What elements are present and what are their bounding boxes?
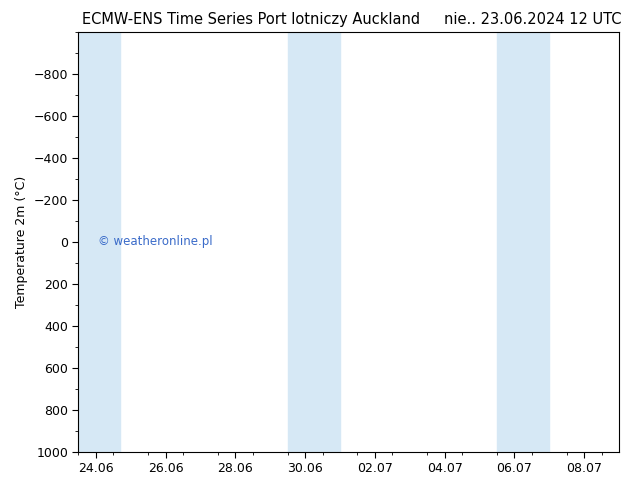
Y-axis label: Temperature 2m (°C): Temperature 2m (°C) <box>15 176 28 308</box>
Text: ECMW-ENS Time Series Port lotniczy Auckland: ECMW-ENS Time Series Port lotniczy Auckl… <box>82 12 420 27</box>
Text: nie.. 23.06.2024 12 UTC: nie.. 23.06.2024 12 UTC <box>444 12 621 27</box>
Bar <box>497 32 549 452</box>
Text: © weatheronline.pl: © weatheronline.pl <box>98 235 212 248</box>
Bar <box>288 32 340 452</box>
Bar <box>79 32 120 452</box>
